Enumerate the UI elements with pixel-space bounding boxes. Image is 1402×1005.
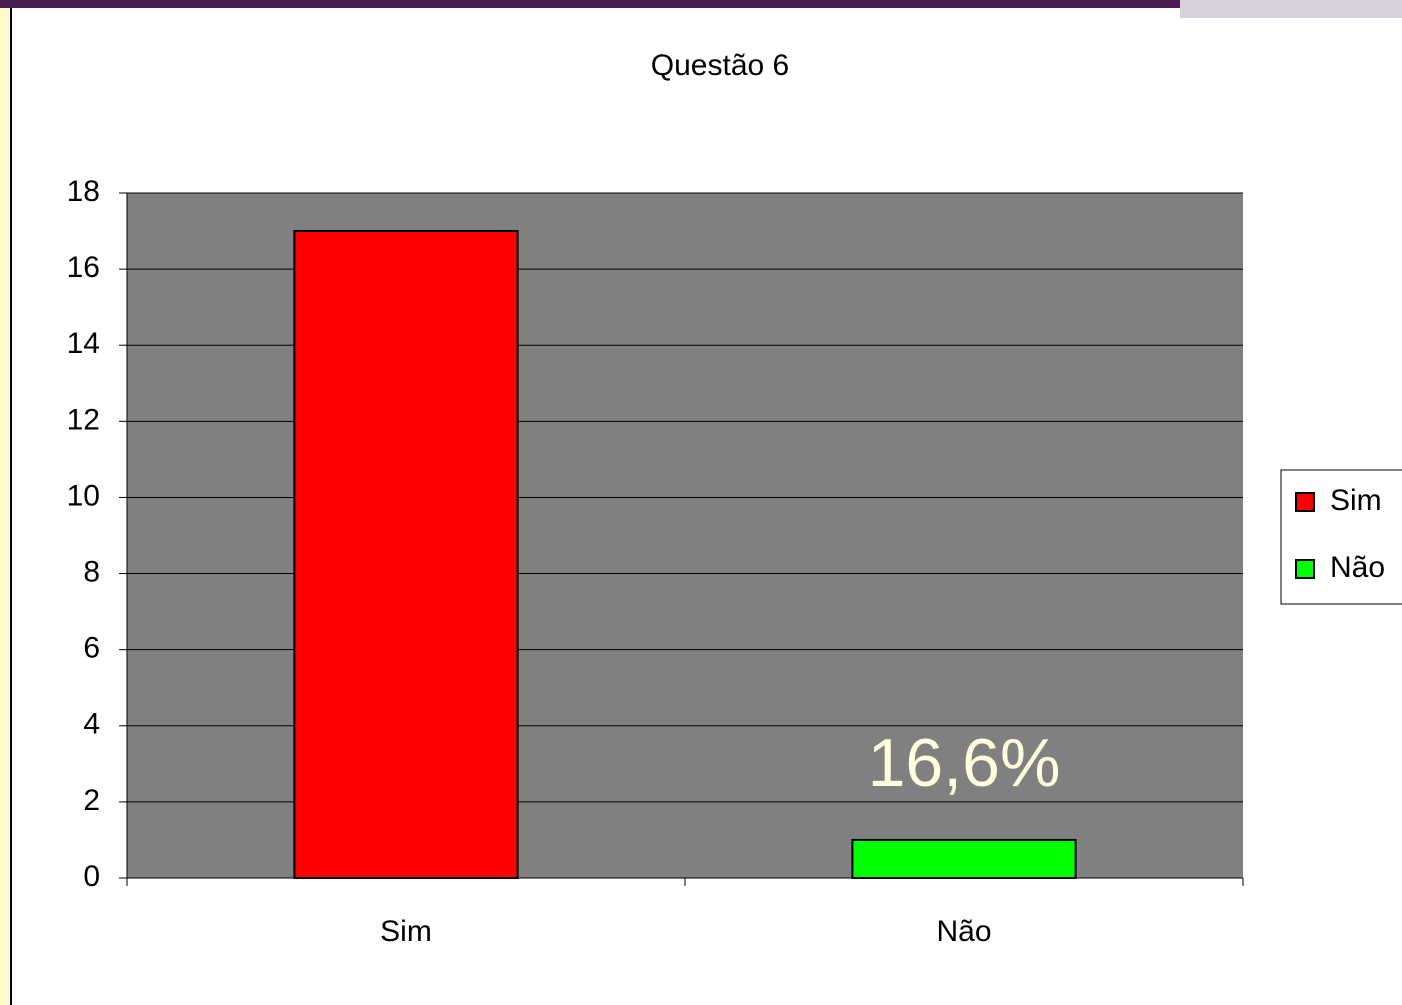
annotation: 16,6% (868, 725, 1061, 801)
left-border (0, 8, 10, 1005)
legend-swatch (1295, 559, 1315, 579)
top-border (0, 0, 1402, 8)
y-tick-label: 6 (83, 632, 100, 665)
bar (293, 230, 519, 880)
legend (1280, 469, 1402, 605)
legend-swatch (1295, 492, 1315, 512)
y-tick-label: 16 (67, 251, 100, 284)
y-tick-label: 18 (67, 175, 100, 208)
y-tick-label: 14 (67, 327, 100, 360)
y-tick-label: 10 (67, 479, 100, 512)
legend-label: Não (1330, 551, 1385, 584)
bar (851, 838, 1077, 880)
y-tick-label: 4 (83, 708, 100, 741)
x-tick-label: Sim (380, 915, 432, 948)
y-tick-label: 0 (83, 860, 100, 893)
x-tick-label: Não (936, 915, 991, 948)
corner-box (1180, 0, 1402, 18)
y-tick-label: 12 (67, 403, 100, 436)
legend-label: Sim (1330, 484, 1382, 517)
chart-title: Questão 6 (651, 49, 789, 82)
y-tick-label: 2 (83, 784, 100, 817)
y-tick-label: 8 (83, 555, 100, 588)
